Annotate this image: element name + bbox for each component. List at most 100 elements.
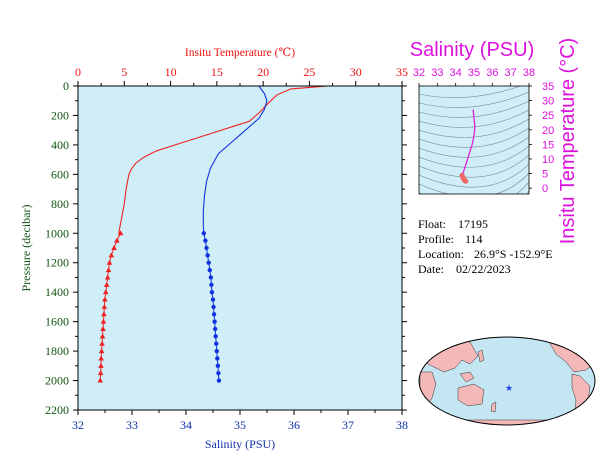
bottom-tick-label: 32 (72, 418, 84, 432)
top-axis-title: Insitu Temperature (℃) (185, 47, 295, 59)
temperature-point (111, 245, 117, 250)
ts-y-tick-label: 20 (542, 125, 554, 137)
ts-y-axis-title: Insitu Temperature (°C) (557, 38, 579, 245)
temperature-point (101, 303, 108, 309)
ts-plot-area (419, 86, 529, 194)
bottom-tick-label: 36 (288, 418, 300, 432)
salinity-point (206, 260, 211, 265)
top-tick-label: 35 (396, 65, 408, 79)
salinity-point (214, 348, 219, 354)
temperature-point (100, 318, 107, 324)
salinity-point (207, 267, 212, 273)
y-tick-label: 1800 (45, 344, 69, 358)
bottom-axis-title: Salinity (PSU) (205, 437, 275, 451)
y-tick-label: 1000 (45, 226, 69, 240)
ts-x-tick-label: 34 (450, 67, 462, 79)
ts-y-tick-label: 15 (542, 139, 554, 151)
top-tick-label: 20 (257, 65, 269, 79)
temperature-point (114, 237, 120, 243)
y-axis-title: Pressure (decibar) (19, 205, 33, 292)
bottom-tick-label: 38 (396, 418, 408, 432)
float-info: Float: 17195 Profile: 114 Location: 26.9… (418, 217, 553, 276)
ts-point (463, 178, 469, 184)
temperature-point (103, 281, 110, 287)
top-tick-label: 15 (211, 65, 223, 79)
y-tick-label: 800 (51, 197, 69, 211)
salinity-point (216, 378, 222, 383)
map-frame (418, 336, 596, 426)
salinity-point (209, 289, 215, 295)
ts-x-tick-label: 37 (505, 67, 517, 79)
ts-x-tick-label: 35 (468, 67, 480, 79)
date-label: Date: (418, 262, 444, 276)
map-japan (477, 349, 485, 363)
ts-profile-line (461, 109, 476, 176)
float-label: Float: (418, 217, 446, 231)
temperature-point (98, 362, 104, 368)
salinity-point (209, 282, 214, 288)
bottom-tick-label: 35 (234, 418, 246, 432)
temperature-point (97, 370, 104, 376)
salinity-point (210, 297, 216, 302)
salinity-point (204, 245, 209, 251)
temperature-point (102, 296, 108, 302)
ts-marks (459, 109, 476, 184)
bottom-tick-label: 34 (180, 418, 192, 432)
bottom-tick-label: 37 (342, 418, 354, 432)
y-tick-label: 1600 (45, 315, 69, 329)
salinity-point (212, 326, 218, 332)
map-new-zealand (490, 401, 497, 413)
top-tick-label: 0 (75, 65, 81, 79)
y-tick-label: 400 (51, 138, 69, 152)
salinity-point (215, 363, 221, 369)
y-tick-label: 2000 (45, 374, 69, 388)
temperature-point (97, 377, 104, 383)
top-tick-label: 5 (121, 65, 127, 79)
temperature-point (99, 333, 106, 339)
top-tick-label: 25 (303, 65, 315, 79)
salinity-point (208, 275, 214, 280)
profile-value: 114 (465, 232, 483, 246)
salinity-point (213, 334, 218, 339)
temperature-point (106, 259, 113, 265)
temperature-point (99, 340, 105, 346)
temperature-point (98, 355, 104, 361)
y-tick-label: 1200 (45, 256, 69, 270)
temperature-point (108, 252, 115, 258)
y-tick-label: 200 (51, 108, 69, 122)
temperature-point (105, 267, 112, 273)
salinity-point (215, 356, 220, 361)
salinity-point (211, 312, 217, 317)
temperature-profile-line (118, 85, 328, 234)
map-australia (457, 383, 485, 407)
ts-y-tick-label: 25 (542, 110, 554, 122)
float-location-marker: ★ (505, 383, 513, 393)
salinity-point (214, 341, 219, 346)
salinity-point (203, 238, 208, 243)
temperature-point (101, 311, 107, 317)
salinity-point (205, 253, 210, 258)
temperature-point (102, 289, 109, 295)
profile-plot-area (78, 86, 402, 410)
ts-y-tick-label: 5 (542, 169, 548, 181)
salinity-point (211, 304, 216, 310)
top-tick-label: 30 (350, 65, 362, 79)
temperature-point (98, 348, 105, 354)
temperature-point (117, 230, 124, 236)
temperature-point (104, 274, 111, 280)
y-tick-label: 0 (63, 79, 69, 93)
ts-y-tick-label: 35 (542, 81, 554, 93)
ts-chart: Salinity (PSU) 32 33 34 35 36 37 3805101520253… (410, 38, 579, 245)
location-value: 26.9°S -152.9°E (474, 247, 553, 261)
ts-x-tick-label: 33 (431, 67, 443, 79)
date-value: 02/22/2023 (456, 262, 511, 276)
ts-y-tick-label: 0 (542, 183, 548, 195)
profile-label: Profile: (418, 232, 454, 246)
salinity-point (201, 231, 207, 236)
y-tick-label: 1400 (45, 285, 69, 299)
ts-x-tick-label: 38 (523, 67, 535, 79)
temperature-point (100, 326, 106, 331)
salinity-point (212, 319, 217, 324)
ts-x-tick-label: 32 (413, 67, 425, 79)
